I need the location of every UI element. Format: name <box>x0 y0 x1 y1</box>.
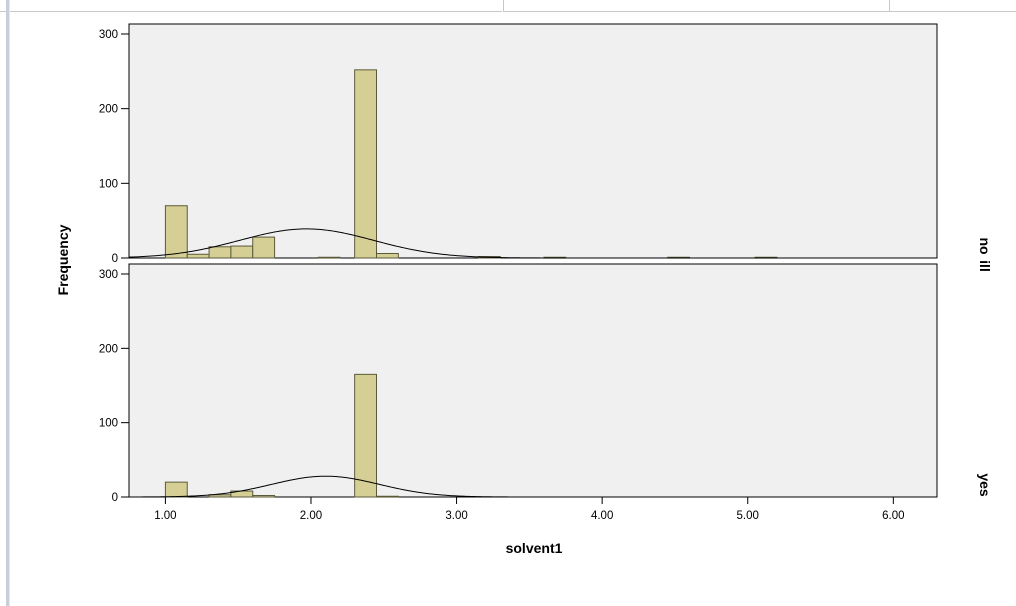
window-top-border <box>0 0 1016 12</box>
histogram-bar <box>375 253 399 259</box>
panel-no: 0 100 200 300 no <box>99 23 993 265</box>
y-tick-label: 200 <box>99 343 118 355</box>
x-tick-label: 3.00 <box>445 510 467 522</box>
x-tick-label: 1.00 <box>154 510 176 522</box>
y-tick-label: 200 <box>99 104 118 116</box>
histogram-bar <box>354 69 377 259</box>
histogram-bar <box>354 373 377 498</box>
panel-background <box>128 23 938 259</box>
y-tick-label: 300 <box>99 29 118 41</box>
y-tick-label: 100 <box>99 418 118 430</box>
top-border-segment <box>889 0 1016 12</box>
histogram-bar <box>252 495 276 498</box>
histogram-bar <box>375 495 399 498</box>
histogram-bar <box>186 253 210 259</box>
panel-label-no: no <box>977 237 993 254</box>
histogram-bar <box>164 205 188 259</box>
normal-curve <box>128 228 937 259</box>
top-border-segment <box>0 0 502 12</box>
histogram-bar <box>164 481 188 498</box>
x-tick-label: 2.00 <box>300 510 322 522</box>
x-tick-label: 4.00 <box>591 510 613 522</box>
y-axis-title: Frequency <box>55 224 71 295</box>
histogram-bar <box>230 245 254 259</box>
viewer-left-border <box>6 0 10 606</box>
top-border-segment <box>503 0 889 12</box>
y-tick-label: 0 <box>112 253 118 265</box>
x-axis-title: solvent1 <box>506 540 563 556</box>
panel-variable-label: ill <box>977 260 993 272</box>
histogram-bar <box>317 256 341 259</box>
histogram-bar <box>208 246 232 259</box>
panel-yes: 0 100 200 300 yes <box>99 263 993 504</box>
y-tick-label: 0 <box>112 492 118 504</box>
panel-label-yes: yes <box>977 473 993 497</box>
y-tick-label: 100 <box>99 178 118 190</box>
normal-curve <box>129 475 937 498</box>
x-tick-label: 6.00 <box>882 510 904 522</box>
x-tick-label: 5.00 <box>737 510 759 522</box>
y-tick-label: 300 <box>99 269 118 281</box>
x-axis-ticks: 1.00 2.00 3.00 4.00 5.00 6.00 <box>154 497 905 522</box>
panel-background <box>128 263 938 498</box>
histogram-bar <box>252 236 276 259</box>
chart-panels: 0 100 200 300 no 0 100 200 300 yes ill <box>99 23 993 504</box>
